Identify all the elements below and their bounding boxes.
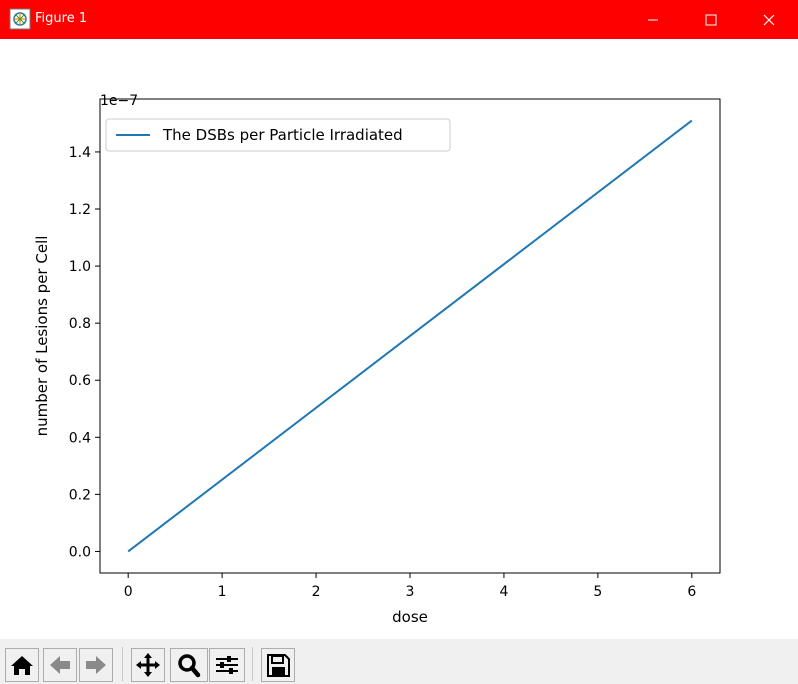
x-tick-label: 5 bbox=[593, 584, 602, 600]
forward-button[interactable] bbox=[79, 648, 113, 682]
y-tick-label: 1.2 bbox=[69, 202, 91, 218]
save-button[interactable] bbox=[261, 648, 295, 682]
x-axis-label: dose bbox=[392, 608, 428, 626]
floppy-disk-icon bbox=[267, 654, 290, 677]
configure-subplots-button[interactable] bbox=[209, 648, 245, 682]
back-button[interactable] bbox=[43, 648, 77, 682]
y-tick-label: 0.0 bbox=[69, 544, 91, 560]
y-tick-label: 0.8 bbox=[69, 316, 91, 332]
move-icon bbox=[136, 653, 160, 677]
window-titlebar[interactable]: Figure 1 bbox=[0, 0, 798, 39]
y-tick-label: 1.4 bbox=[69, 145, 91, 161]
x-tick-label: 4 bbox=[499, 584, 508, 600]
maximize-button[interactable] bbox=[682, 0, 740, 39]
x-tick-label: 6 bbox=[687, 584, 696, 600]
y-offset-label: 1e−7 bbox=[100, 93, 138, 109]
legend: The DSBs per Particle Irradiated bbox=[105, 118, 451, 152]
home-icon bbox=[11, 656, 33, 675]
maximize-icon bbox=[705, 14, 717, 26]
zoom-button[interactable] bbox=[170, 648, 208, 682]
legend-label: The DSBs per Particle Irradiated bbox=[162, 126, 403, 144]
back-arrow-icon bbox=[50, 656, 70, 674]
toolbar-separator bbox=[122, 647, 123, 681]
minimize-icon bbox=[648, 19, 658, 21]
window-title: Figure 1 bbox=[35, 11, 88, 26]
y-tick-label: 0.6 bbox=[69, 373, 91, 389]
y-axis-label: number of Lesions per Cell bbox=[33, 236, 51, 437]
y-tick-label: 1.0 bbox=[69, 259, 91, 275]
magnifier-icon bbox=[178, 654, 201, 678]
y-axis-ticks: 0.0 0.2 0.4 0.6 0.8 1.0 1.2 1.4 bbox=[69, 145, 100, 560]
toolbar-separator bbox=[252, 647, 253, 681]
close-icon bbox=[763, 14, 775, 26]
minimize-button[interactable] bbox=[624, 0, 682, 39]
x-axis-ticks: 0 1 2 3 4 5 6 bbox=[124, 573, 696, 600]
line-chart: 0.0 0.2 0.4 0.6 0.8 1.0 1.2 1.4 0 1 2 3 4 5 6 1e−7 do… bbox=[33, 93, 721, 626]
sliders-icon bbox=[216, 656, 238, 674]
close-button[interactable] bbox=[740, 0, 798, 39]
forward-arrow-icon bbox=[86, 656, 106, 674]
x-tick-label: 3 bbox=[406, 584, 415, 600]
navigation-toolbar bbox=[0, 639, 798, 684]
legend-box bbox=[105, 118, 451, 152]
pan-button[interactable] bbox=[131, 648, 165, 682]
series-line bbox=[127, 119, 693, 553]
plot-frame bbox=[99, 98, 721, 574]
app-icon bbox=[9, 8, 31, 30]
x-tick-label: 0 bbox=[124, 584, 133, 600]
home-button[interactable] bbox=[5, 648, 39, 682]
y-tick-label: 0.2 bbox=[69, 487, 91, 503]
series-layer bbox=[127, 119, 693, 553]
figure-canvas[interactable]: 0.0 0.2 0.4 0.6 0.8 1.0 1.2 1.4 0 1 2 3 4 5 6 1e−7 do… bbox=[0, 39, 798, 639]
x-tick-label: 2 bbox=[312, 584, 321, 600]
y-tick-label: 0.4 bbox=[69, 430, 91, 446]
x-tick-label: 1 bbox=[218, 584, 227, 600]
